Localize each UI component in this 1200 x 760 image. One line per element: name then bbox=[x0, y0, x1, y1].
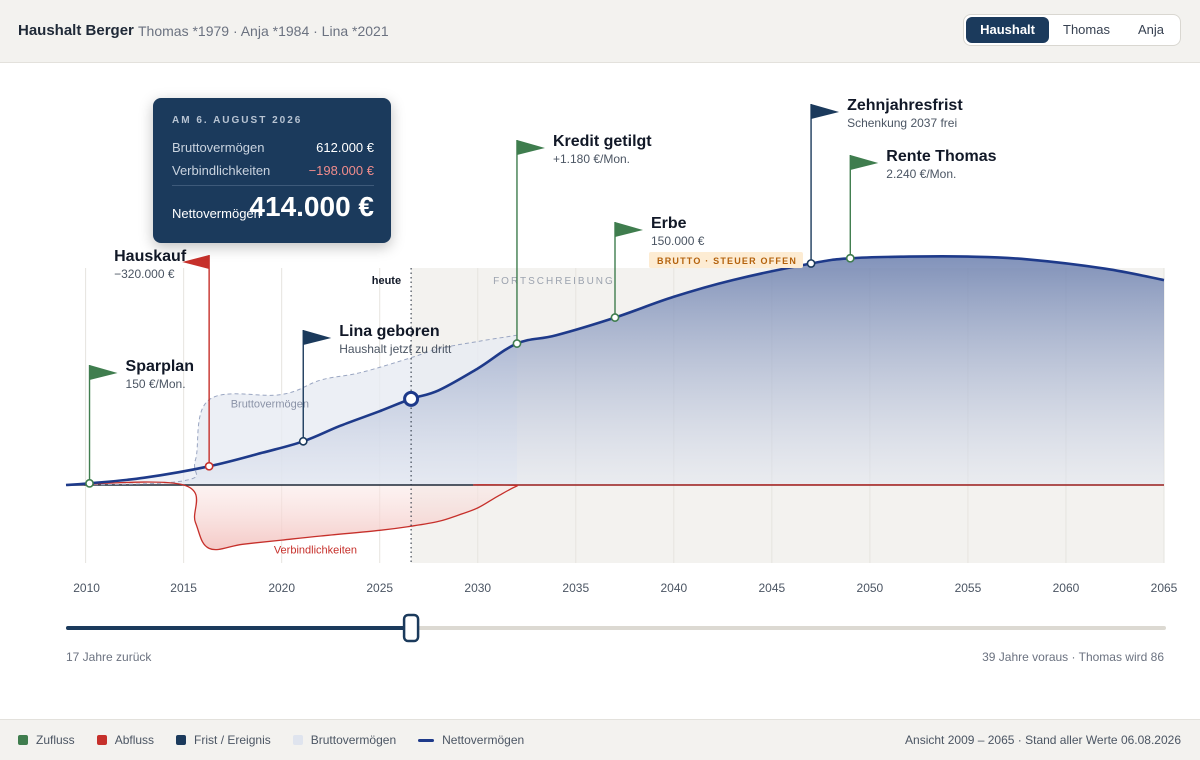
event-point bbox=[204, 461, 214, 471]
x-tick-label: 2065 bbox=[1151, 581, 1178, 595]
tooltip-gross-label: Bruttovermögen bbox=[172, 140, 265, 155]
value-tooltip: AM 6. AUGUST 2026 Bruttovermögen 612.000… bbox=[153, 98, 391, 243]
tooltip-net-label: Nettovermögen bbox=[172, 206, 261, 221]
event-title: Rente Thomas bbox=[886, 148, 996, 165]
legend-net: Nettovermögen bbox=[418, 733, 524, 747]
event-badge bbox=[649, 252, 803, 268]
wealth-timeline-chart: FORTSCHREIBUNG Bruttovermögen Verbindlich… bbox=[65, 97, 1178, 664]
liabilities-area bbox=[66, 482, 1164, 550]
slider-fill bbox=[66, 626, 412, 630]
legend-event: Frist / Ereignis bbox=[176, 733, 271, 747]
top-bar: Haushalt Berger Thomas *1979 · Anja *198… bbox=[0, 0, 1200, 63]
event-marker-2: Lina geboren Haushalt jetzt zu dritt bbox=[298, 323, 452, 446]
gross-line bbox=[65, 334, 518, 486]
legend-gross-label: Bruttovermögen bbox=[310, 733, 397, 747]
legend-gross: Bruttovermögen bbox=[292, 733, 397, 747]
x-tick-label: 2055 bbox=[955, 581, 982, 595]
event-point bbox=[298, 436, 308, 446]
legend-net-label: Nettovermögen bbox=[442, 733, 525, 747]
today-label: heute bbox=[372, 275, 401, 287]
inflow-swatch bbox=[18, 735, 28, 745]
x-tick-label: 2010 bbox=[73, 581, 100, 595]
event-title: Erbe bbox=[651, 215, 687, 232]
event-marker-6: Rente Thomas 2.240 €/Mon. bbox=[845, 148, 997, 263]
gross-swatch bbox=[292, 735, 303, 745]
x-tick-label: 2050 bbox=[857, 581, 884, 595]
legend: Zufluss Abfluss Frist / Ereignis Bruttov… bbox=[18, 733, 546, 747]
event-detail: Haushalt jetzt zu dritt bbox=[339, 342, 452, 356]
flag-icon bbox=[182, 255, 210, 269]
event-marker-3: Kredit getilgt +1.180 €/Mon. bbox=[512, 133, 652, 348]
household-title: Haushalt Berger bbox=[18, 22, 134, 39]
tab-anja[interactable]: Anja bbox=[1137, 22, 1164, 37]
net-line-swatch bbox=[418, 738, 435, 742]
event-point bbox=[85, 478, 94, 488]
tab-thomas[interactable]: Thomas bbox=[1063, 22, 1110, 37]
legend-outflow-label: Abfluss bbox=[114, 733, 155, 747]
flag-icon bbox=[303, 330, 332, 345]
event-title: Kredit getilgt bbox=[553, 133, 652, 150]
x-tick-label: 2015 bbox=[170, 581, 197, 595]
legend-inflow-label: Zufluss bbox=[36, 733, 75, 747]
x-tick-label: 2035 bbox=[562, 581, 589, 595]
event-marker-0: Sparplan 150 €/Mon. bbox=[85, 358, 194, 488]
flag-icon bbox=[89, 365, 118, 380]
gross-area-label: Bruttovermögen bbox=[231, 399, 309, 411]
x-tick-label: 2025 bbox=[366, 581, 393, 595]
slider-handle[interactable] bbox=[402, 613, 420, 643]
legend-event-label: Frist / Ereignis bbox=[194, 733, 271, 747]
flag-icon bbox=[811, 104, 840, 119]
household-members: Thomas *1979 · Anja *1984 · Lina *2021 bbox=[138, 23, 389, 39]
event-detail: +1.180 €/Mon. bbox=[553, 152, 630, 166]
x-tick-label: 2040 bbox=[660, 581, 687, 595]
flag-icon bbox=[850, 155, 879, 170]
x-tick-label: 2020 bbox=[268, 581, 295, 595]
x-tick-label: 2060 bbox=[1053, 581, 1080, 595]
tooltip-gross-row: Bruttovermögen 612.000 € bbox=[172, 140, 374, 155]
event-marker-1: Hauskauf −320.000 € bbox=[114, 248, 214, 471]
event-detail: 150.000 € bbox=[651, 234, 705, 248]
event-point bbox=[845, 253, 855, 263]
legend-inflow: Zufluss bbox=[18, 733, 75, 747]
liabilities-area-label: Verbindlichkeiten bbox=[274, 545, 357, 557]
flag-icon bbox=[516, 140, 545, 155]
x-tick-label: 2045 bbox=[759, 581, 786, 595]
tooltip-gross-value: 612.000 € bbox=[316, 140, 374, 155]
view-status: Ansicht 2009 – 2065 · Stand aller Werte … bbox=[905, 733, 1181, 747]
tooltip-liabilities-row: Verbindlichkeiten −198.000 € bbox=[172, 163, 374, 178]
tooltip-divider bbox=[172, 185, 374, 186]
event-detail: Schenkung 2037 frei bbox=[847, 116, 957, 130]
tooltip-net-value: 414.000 € bbox=[249, 191, 374, 222]
event-point bbox=[512, 339, 522, 348]
event-badge-label: BRUTTO · STEUER OFFEN bbox=[657, 256, 797, 266]
liabilities-line bbox=[65, 481, 1165, 551]
event-title: Zehnjahresfrist bbox=[847, 97, 963, 114]
tab-haushalt[interactable]: Haushalt bbox=[966, 17, 1049, 43]
event-marker-5: Zehnjahresfrist Schenkung 2037 frei bbox=[806, 97, 963, 268]
slider-back-label: 17 Jahre zurück bbox=[66, 650, 152, 664]
event-title: Hauskauf bbox=[114, 248, 187, 265]
event-point bbox=[806, 259, 816, 268]
forecast-label: FORTSCHREIBUNG bbox=[493, 276, 615, 287]
event-point bbox=[610, 313, 620, 322]
tooltip-date: AM 6. AUGUST 2026 bbox=[172, 115, 303, 126]
x-tick-label: 2030 bbox=[464, 581, 491, 595]
slider-ahead-label: 39 Jahre voraus · Thomas wird 86 bbox=[982, 650, 1164, 664]
today-net-marker bbox=[403, 390, 420, 407]
legend-bar: Zufluss Abfluss Frist / Ereignis Bruttov… bbox=[0, 719, 1200, 760]
event-detail: 150 €/Mon. bbox=[126, 377, 186, 391]
event-title: Sparplan bbox=[126, 358, 194, 375]
event-marker-4: Erbe 150.000 € BRUTTO · STEUER OFFEN bbox=[610, 215, 803, 322]
tooltip-liabilities-value: −198.000 € bbox=[308, 163, 374, 178]
view-switcher: Haushalt Thomas Anja bbox=[963, 14, 1181, 46]
event-detail: −320.000 € bbox=[114, 267, 175, 281]
event-swatch bbox=[176, 735, 187, 745]
legend-outflow: Abfluss bbox=[96, 733, 155, 747]
event-detail: 2.240 €/Mon. bbox=[886, 167, 956, 181]
event-title: Lina geboren bbox=[339, 323, 439, 340]
tooltip-liabilities-label: Verbindlichkeiten bbox=[172, 163, 271, 178]
flag-icon bbox=[615, 222, 643, 237]
net-area bbox=[66, 256, 1164, 485]
outflow-swatch bbox=[96, 735, 107, 745]
